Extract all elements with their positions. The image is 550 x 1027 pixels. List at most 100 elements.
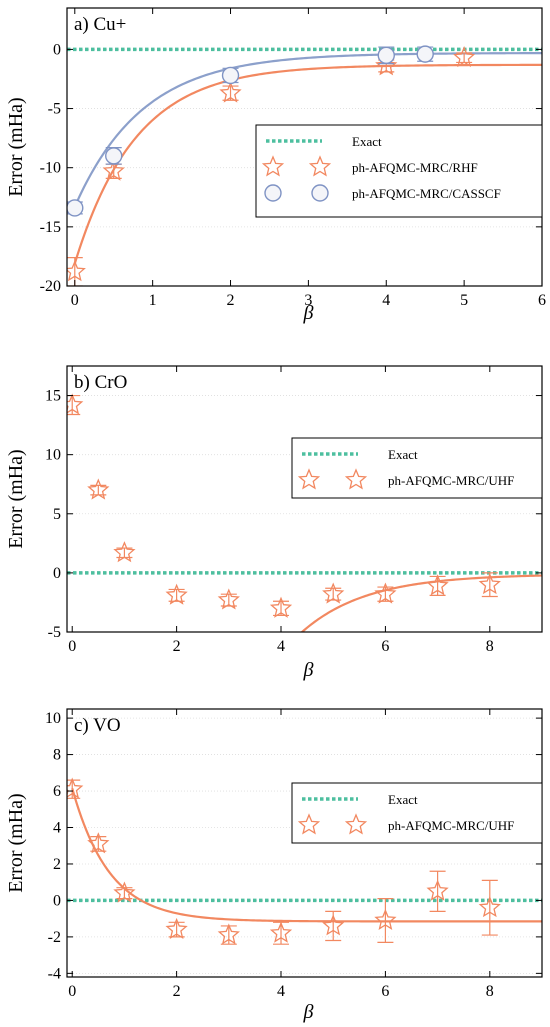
x-axis-label: β [303, 1001, 314, 1023]
x-tick-label: 0 [68, 638, 76, 655]
panel-title: c) VO [74, 715, 121, 736]
data-point [269, 921, 293, 943]
data-point [322, 914, 345, 936]
x-tick-label: 0 [71, 292, 79, 309]
panel-vo: 0 2 4 6 8 10 8 6 4 2 0 -2 -4 c) VO β Error (mHa) Exact ph… [5, 708, 543, 1023]
legend: Exact ph-AFQMC-MRC/UHF [291, 437, 543, 499]
legend: Exact ph-AFQMC-MRC/RHF ph-AFQMC-MRC/CASSCF [255, 124, 543, 218]
data-point [105, 147, 123, 165]
legend-marker [297, 468, 321, 490]
series-ph-afqmc-mrc-uhf [67, 393, 501, 618]
panel-title: a) Cu+ [74, 14, 126, 35]
data-point [113, 881, 136, 903]
data-point [478, 573, 501, 595]
data-point [374, 582, 397, 604]
legend-label: Exact [388, 792, 418, 807]
y-tick-label: -5 [48, 624, 61, 641]
data-point [67, 777, 84, 799]
y-tick-label: 6 [53, 783, 61, 800]
y-tick-label: -10 [40, 160, 61, 177]
x-tick-label: 6 [538, 292, 546, 309]
x-tick-label: 3 [304, 292, 312, 309]
series-ph-afqmc-mrc-uhf [67, 777, 501, 945]
panel-title: b) CrO [74, 372, 127, 393]
y-axis-label: Error (mHa) [5, 793, 27, 892]
legend-label: Exact [388, 447, 418, 462]
x-tick-label: 8 [486, 638, 494, 655]
x-tick-label: 4 [277, 983, 285, 1000]
x-tick-label: 2 [227, 292, 235, 309]
legend-marker [297, 813, 321, 835]
x-tick-label: 4 [382, 292, 390, 309]
data-point [478, 896, 501, 918]
data-point [375, 54, 398, 76]
y-axis-label: Error (mHa) [5, 97, 27, 196]
data-point [165, 917, 188, 940]
data-point [87, 832, 110, 854]
data-point [219, 81, 242, 103]
y-tick-label: -5 [48, 101, 61, 118]
y-tick-label: 10 [45, 447, 61, 464]
data-point [426, 574, 449, 596]
y-tick-label: -20 [40, 278, 61, 295]
legend-marker [261, 155, 285, 177]
y-tick-label: 15 [45, 388, 61, 405]
x-axis-label: β [303, 659, 314, 681]
data-point [416, 45, 434, 63]
y-tick-label: 0 [53, 565, 61, 582]
panel-cro: 0 2 4 6 8 15 10 5 0 -5 b) CrO β Error (mHa) Exact ph-A… [5, 365, 543, 681]
x-tick-label: 4 [277, 638, 285, 655]
data-point [453, 45, 476, 68]
x-tick-label: 2 [173, 983, 181, 1000]
data-point [87, 478, 110, 500]
y-tick-label: 5 [53, 506, 61, 523]
y-tick-label: -15 [40, 219, 61, 236]
legend-label: ph-AFQMC-MRC/UHF [388, 818, 514, 833]
data-point [165, 583, 188, 605]
x-tick-label: 2 [173, 638, 181, 655]
x-tick-label: 8 [486, 983, 494, 1000]
legend-box [291, 437, 543, 499]
data-point [377, 46, 395, 65]
y-tick-label: -4 [48, 965, 61, 982]
fit-curve-ph-afqmc-mrc-rhf [73, 63, 542, 264]
x-tick-label: 6 [381, 638, 389, 655]
panel-cu-plus: 0 1 2 3 4 5 6 0 -5 -10 -15 -20 a) Cu+ β Error (mHa) Exa… [5, 7, 546, 324]
legend-marker [344, 813, 368, 835]
data-point [67, 393, 84, 415]
data-point [374, 908, 397, 930]
data-point [426, 879, 449, 901]
data-point [217, 588, 240, 610]
legend-marker [344, 468, 368, 490]
legend: Exact ph-AFQMC-MRC/UHF [291, 782, 543, 844]
data-point [269, 596, 293, 618]
fit-curve-ph-afqmc-mrc-uhf [71, 788, 542, 923]
series-ph-afqmc-mrc-casscf [67, 45, 434, 217]
legend-label: ph-AFQMC-MRC/CASSCF [352, 186, 501, 201]
axes-frame [66, 365, 543, 633]
y-tick-label: -2 [48, 929, 61, 946]
y-tick-label: 0 [53, 41, 61, 58]
legend-marker [308, 155, 332, 177]
x-axis-label: β [303, 302, 314, 324]
y-tick-label: 4 [53, 820, 61, 837]
x-tick-label: 1 [149, 292, 157, 309]
data-point [221, 66, 240, 85]
legend-label: ph-AFQMC-MRC/RHF [352, 160, 478, 175]
x-tick-label: 5 [460, 292, 468, 309]
y-tick-label: 0 [53, 892, 61, 909]
y-axis-label: Error (mHa) [5, 449, 27, 548]
x-tick-label: 0 [68, 983, 76, 1000]
y-tick-label: 8 [53, 747, 61, 764]
data-point [322, 582, 345, 604]
y-tick-label: 2 [53, 856, 61, 873]
data-point [102, 159, 125, 181]
data-point [113, 541, 136, 563]
legend-marker [311, 184, 329, 202]
fit-curve-ph-afqmc-mrc-uhf [300, 574, 542, 632]
data-point [217, 923, 240, 945]
legend-label: ph-AFQMC-MRC/UHF [388, 473, 514, 488]
legend-box [291, 782, 543, 844]
y-tick-label: 10 [45, 710, 61, 727]
